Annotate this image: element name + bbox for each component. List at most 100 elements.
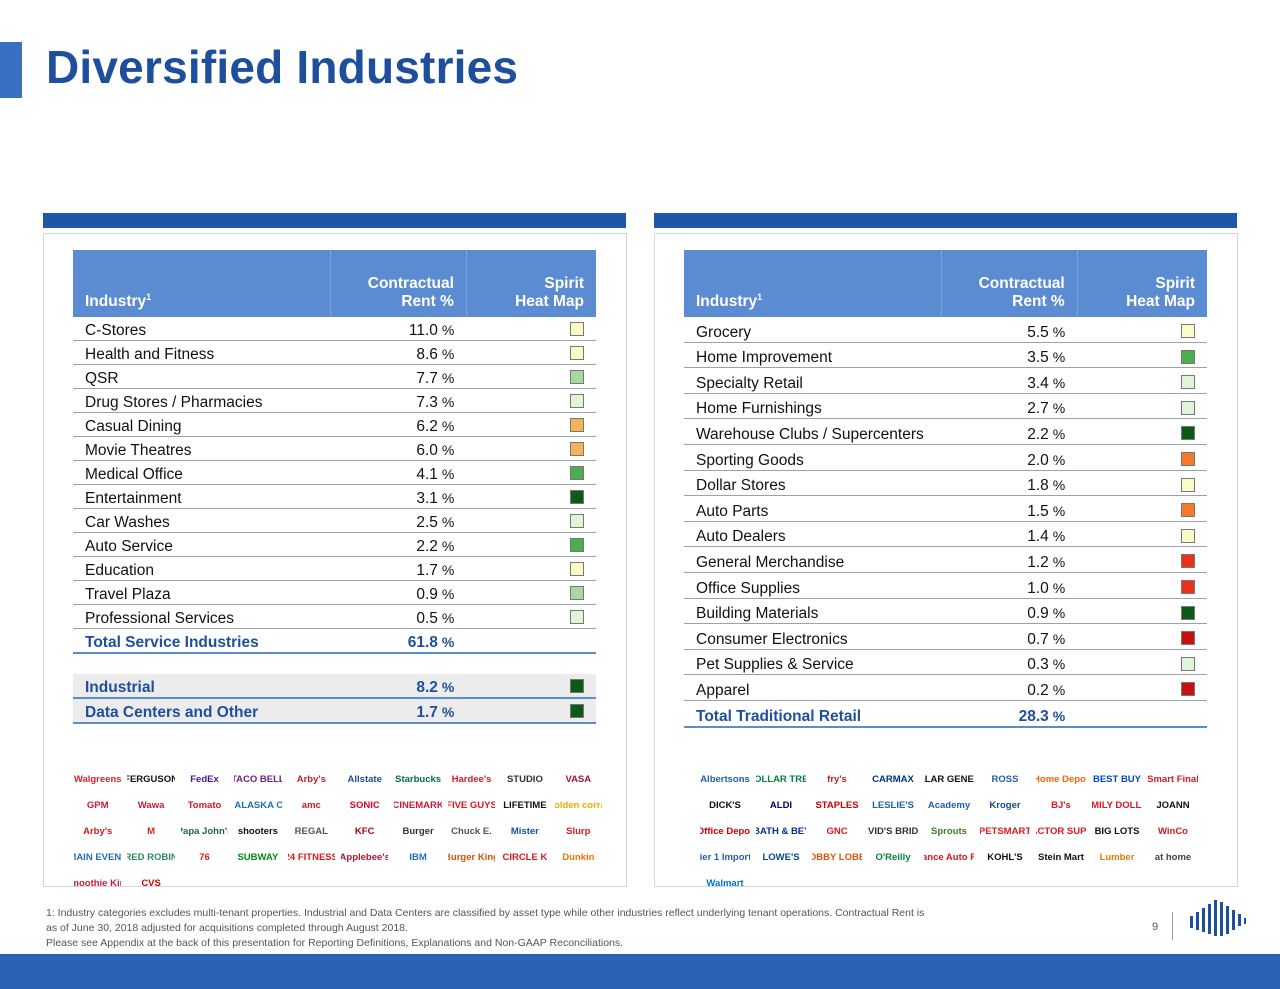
- tenant-logo: Allstate: [347, 773, 382, 785]
- table-row: Pet Supplies & Service 0.3%: [684, 649, 1207, 676]
- heat-map-cell: [1077, 700, 1207, 728]
- percent-sign: %: [441, 704, 455, 720]
- percent-sign: %: [1052, 630, 1066, 647]
- heat-map-header: Spirit Heat Map: [465, 250, 596, 317]
- rent-percent: 11.0%: [330, 317, 467, 341]
- rent-percent: 0.9%: [941, 598, 1078, 625]
- industry-name: Warehouse Clubs / Supercenters: [684, 418, 942, 445]
- heat-swatch: [570, 442, 584, 457]
- tenant-logo: IBM: [409, 851, 427, 863]
- heat-map-cell: [466, 484, 596, 509]
- rent-value: 1.4: [1027, 528, 1049, 546]
- percent-sign: %: [441, 322, 455, 338]
- heat-map-cell: [1077, 444, 1207, 471]
- tenant-logo: ROSS: [991, 773, 1019, 785]
- rent-percent: 1.8%: [941, 470, 1078, 497]
- rent-value: 61.8: [407, 634, 438, 651]
- rent-percent: 3.5%: [941, 342, 1078, 369]
- tenant-logo: 76: [199, 851, 210, 863]
- industry-name: Total Traditional Retail: [684, 700, 942, 728]
- tenant-logo: Slurp: [566, 825, 591, 837]
- rent-percent: 7.3%: [330, 388, 467, 413]
- industry-name: Total Service Industries: [73, 628, 331, 654]
- rent-value: 0.2: [1027, 681, 1049, 699]
- rent-header: Contractual Rent %: [940, 250, 1078, 317]
- table-row: Drug Stores / Pharmacies 7.3%: [73, 388, 596, 413]
- rent-value: 2.5: [416, 514, 438, 531]
- heat-swatch: [570, 418, 584, 433]
- tenant-logo: Home Depot: [1036, 773, 1086, 785]
- rent-percent: 2.2%: [941, 418, 1078, 445]
- rent-value: 1.5: [1027, 502, 1049, 520]
- industry-name: Dollar Stores: [684, 470, 942, 497]
- title-accent-bar: [0, 42, 22, 98]
- heat-swatch: [1181, 656, 1195, 671]
- table-row: Education 1.7%: [73, 556, 596, 581]
- percent-sign: %: [1052, 477, 1066, 494]
- heat-map-cell: [466, 388, 596, 413]
- rent-header: Contractual Rent %: [330, 250, 467, 317]
- heat-map-cell: [1077, 521, 1207, 548]
- tenant-logo: Tomato: [187, 799, 222, 811]
- heat-swatch: [1181, 375, 1195, 390]
- table-row: Home Improvement 3.5%: [684, 342, 1207, 369]
- rent-percent: 3.1%: [330, 484, 467, 509]
- tenant-logo: BEST BUY: [1092, 773, 1142, 785]
- industry-name: Auto Dealers: [684, 521, 942, 548]
- heat-swatch: [570, 322, 584, 337]
- tenant-logo: FAMILY DOLLAR: [1092, 799, 1142, 811]
- percent-sign: %: [1052, 451, 1066, 468]
- heat-swatch: [570, 610, 584, 625]
- industry-name: QSR: [73, 364, 331, 389]
- heat-map-cell: [466, 698, 596, 724]
- industry-name: Home Furnishings: [684, 393, 942, 420]
- heat-map-cell: [1077, 674, 1207, 701]
- percent-sign: %: [1052, 400, 1066, 417]
- rent-value: 0.3: [1027, 656, 1049, 674]
- heat-map-cell: [466, 628, 596, 654]
- rent-value: 28.3: [1018, 707, 1049, 725]
- industry-name: General Merchandise: [684, 546, 942, 573]
- industry-name: Professional Services: [73, 604, 331, 629]
- heat-map-cell: [466, 364, 596, 389]
- table-row: Warehouse Clubs / Supercenters 2.2%: [684, 418, 1207, 445]
- table-row: Professional Services 0.5%: [73, 604, 596, 629]
- table-row: Auto Parts 1.5%: [684, 495, 1207, 522]
- footnote-line-2: as of June 30, 2018 adjusted for acquisi…: [46, 922, 408, 934]
- rent-percent: 0.2%: [941, 674, 1078, 701]
- percent-sign: %: [441, 346, 455, 362]
- tenant-logo: Smart Final: [1148, 773, 1198, 785]
- heat-map-cell: [466, 580, 596, 605]
- percent-sign: %: [1052, 553, 1066, 570]
- percent-sign: %: [1052, 323, 1066, 340]
- rent-value: 8.6: [416, 346, 438, 363]
- tenant-logo: FedEx: [190, 773, 219, 785]
- tenant-logo: STAPLES: [815, 799, 859, 811]
- table-row: Specialty Retail 3.4%: [684, 367, 1207, 394]
- industry-name: Drug Stores / Pharmacies: [73, 388, 331, 413]
- table-row: Medical Office 4.1%: [73, 460, 596, 485]
- rent-value: 2.0: [1027, 451, 1049, 469]
- table-row: Casual Dining 6.2%: [73, 412, 596, 437]
- rent-value: 8.2: [416, 679, 438, 696]
- tenant-logo: Dunkin: [562, 851, 595, 863]
- heat-swatch: [1181, 579, 1195, 594]
- heat-swatch: [1181, 682, 1195, 697]
- rent-value: 3.1: [416, 490, 438, 507]
- rent-percent: 0.7%: [941, 623, 1078, 650]
- tenant-logo: RED ROBIN: [127, 851, 175, 863]
- percent-sign: %: [1052, 681, 1066, 698]
- tenant-logo: KOHL'S: [987, 851, 1023, 863]
- tenant-logo: Wawa: [137, 799, 165, 811]
- rent-value: 1.7: [416, 562, 438, 579]
- heat-map-cell: [466, 436, 596, 461]
- rent-percent: 61.8%: [330, 628, 467, 654]
- tenant-logo: Walmart: [706, 877, 744, 889]
- heat-map-cell: [466, 508, 596, 533]
- tenant-logo: TRACTOR SUPPLY: [1036, 825, 1086, 837]
- rent-percent: 1.7%: [330, 698, 467, 724]
- tenant-logo: SUBWAY: [237, 851, 279, 863]
- industry-name: Sporting Goods: [684, 444, 942, 471]
- table-row: Health and Fitness 8.6%: [73, 340, 596, 365]
- heat-map-cell: [1077, 367, 1207, 394]
